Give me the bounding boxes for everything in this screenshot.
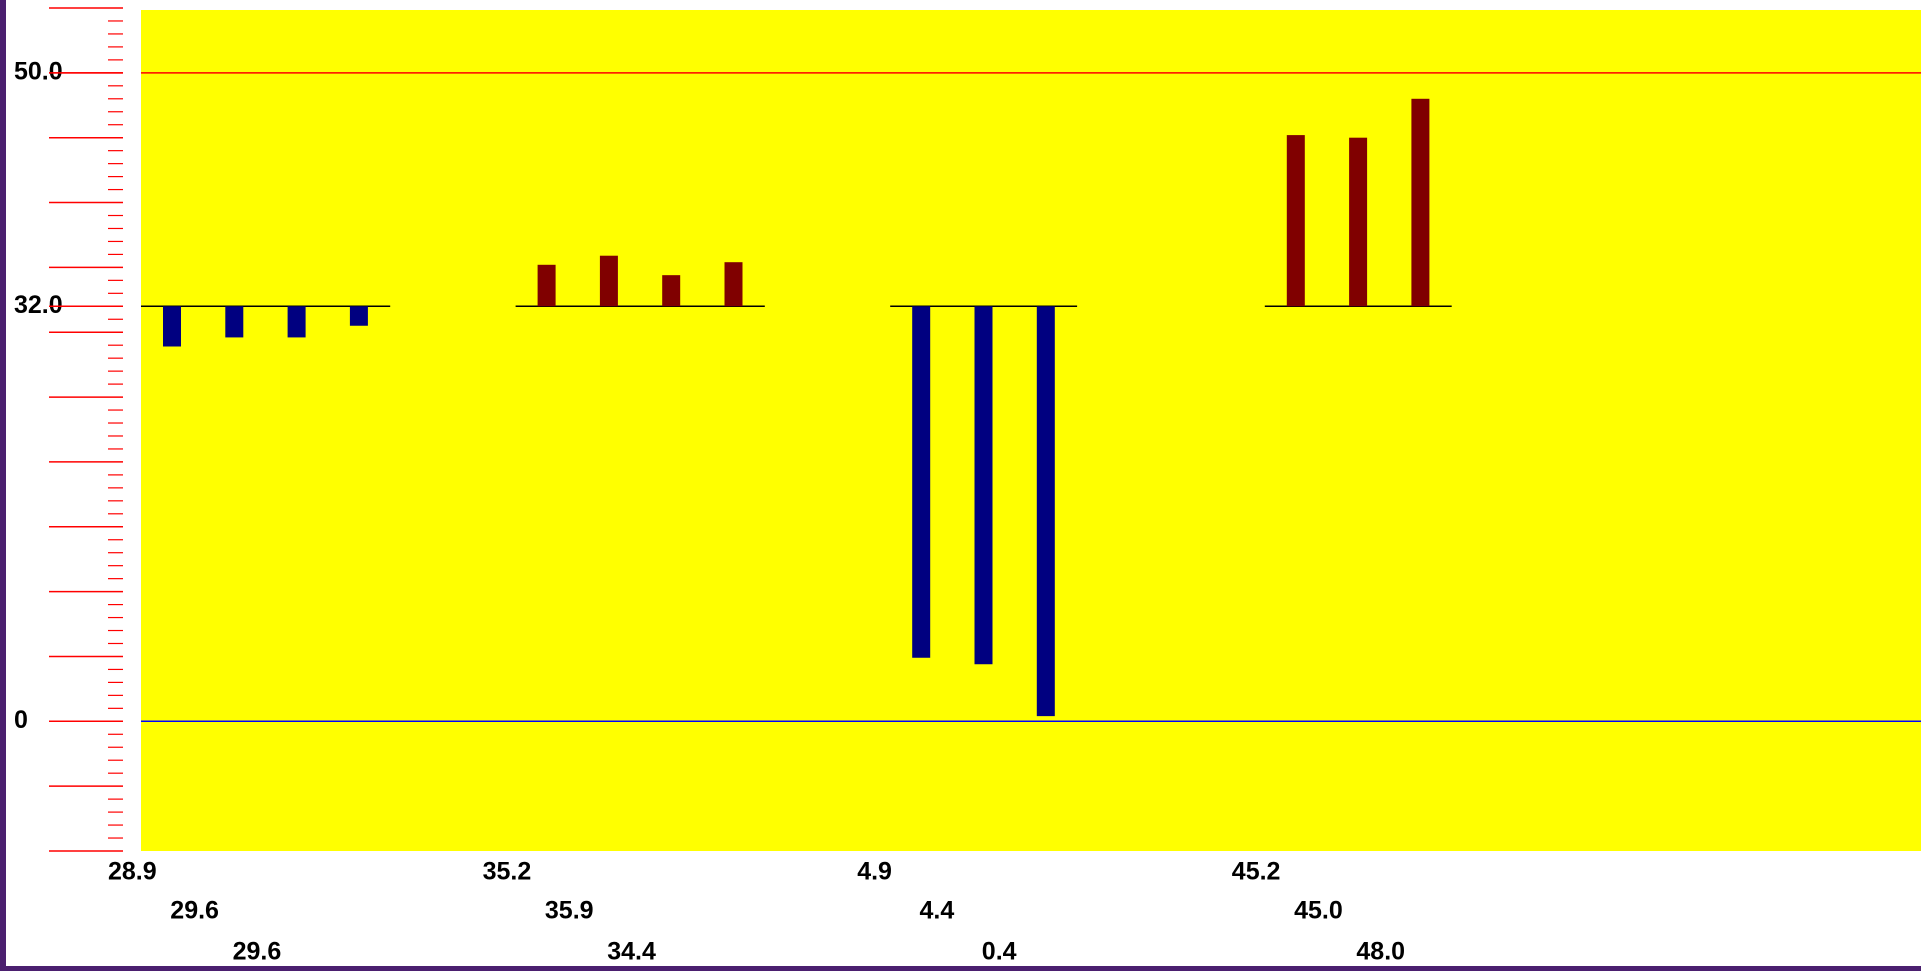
value-label: 34.4 — [607, 938, 656, 966]
value-label: 0.4 — [982, 938, 1017, 966]
value-label: 4.4 — [920, 897, 955, 925]
bar — [225, 306, 244, 338]
value-label: 29.6 — [233, 938, 282, 966]
bar — [537, 264, 556, 307]
bar — [974, 306, 993, 665]
bar — [1349, 137, 1368, 307]
value-label: 35.9 — [545, 897, 594, 925]
bar — [912, 306, 931, 658]
bar — [1411, 98, 1430, 307]
bar — [1286, 135, 1305, 307]
value-label: 45.0 — [1294, 897, 1343, 925]
left-border — [0, 0, 6, 971]
bar — [349, 306, 368, 326]
bar — [599, 255, 618, 307]
value-label: 4.9 — [857, 858, 892, 886]
y-tick-label: 0 — [14, 706, 28, 734]
y-tick-label: 32.0 — [14, 291, 63, 319]
value-label: 45.2 — [1232, 858, 1281, 886]
y-tick-label: 50.0 — [14, 57, 63, 85]
value-label: 28.9 — [108, 858, 157, 886]
value-label: 35.2 — [483, 858, 532, 886]
plot-area — [141, 10, 1921, 851]
value-label: 29.6 — [170, 897, 219, 925]
bottom-border — [0, 966, 1921, 971]
bar — [724, 262, 743, 307]
bar — [1036, 306, 1055, 717]
bar — [163, 306, 181, 347]
value-label: 48.0 — [1356, 938, 1405, 966]
bar — [662, 275, 681, 307]
bar — [287, 306, 306, 338]
